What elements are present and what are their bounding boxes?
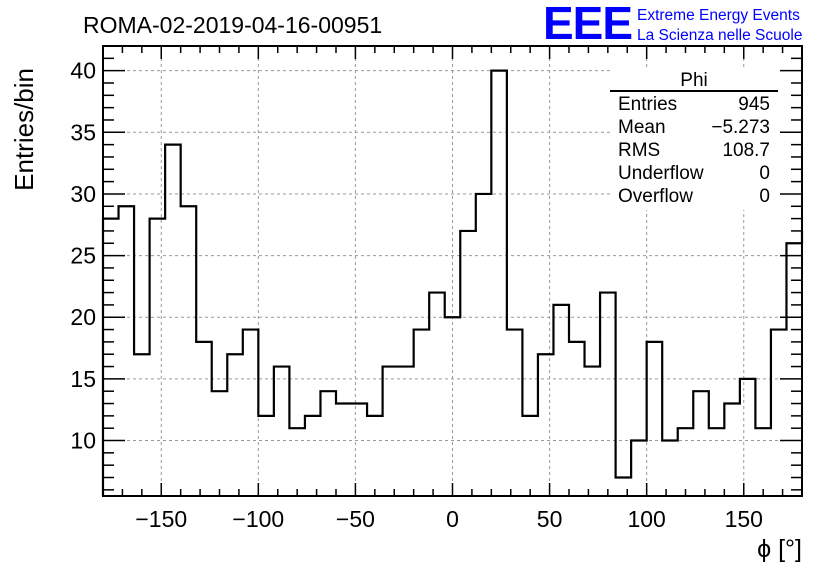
- logo-line-2: La Scienza nelle Scuole: [637, 27, 802, 44]
- y-tick-label: 10: [70, 428, 96, 454]
- x-tick-label: 0: [446, 506, 459, 532]
- stats-value: 108.7: [722, 140, 770, 161]
- stats-label: RMS: [618, 140, 660, 161]
- phi-histogram-line: [101, 69, 804, 496]
- stats-value: 0: [759, 186, 770, 207]
- stats-label: Overflow: [618, 186, 693, 207]
- x-tick-label: 150: [725, 506, 763, 532]
- stats-value: 0: [759, 163, 770, 184]
- logo-line-1: Extreme Energy Events: [637, 7, 800, 24]
- stats-row: Underflow 0: [618, 163, 770, 184]
- chart-title: ROMA-02-2019-04-16-00951: [83, 12, 382, 38]
- stats-label: Mean: [618, 117, 666, 138]
- stats-title: Phi: [680, 70, 707, 91]
- x-tick-label: 50: [537, 506, 563, 532]
- x-tick-label: 100: [627, 506, 665, 532]
- eee-logo: EEE Extreme Energy Events La Scienza nel…: [543, 0, 802, 49]
- y-tick-label: 20: [70, 304, 96, 330]
- stats-row: RMS 108.7: [618, 140, 770, 161]
- y-tick-label: 35: [70, 119, 96, 145]
- stats-row: Overflow 0: [618, 186, 770, 207]
- y-tick-label: 15: [70, 366, 96, 392]
- y-axis-label: Entries/bin: [9, 68, 39, 191]
- stats-label: Entries: [618, 94, 677, 115]
- x-axis-label: ϕ [°]: [757, 535, 802, 563]
- stats-label: Underflow: [618, 163, 704, 184]
- y-tick-label: 40: [70, 58, 96, 84]
- x-tick-label: −50: [336, 506, 375, 532]
- stats-row: Mean −5.273: [618, 117, 770, 138]
- stats-box: Phi Entries 945 Mean −5.273 RMS 108.7 Un…: [610, 70, 778, 210]
- stats-value: −5.273: [711, 117, 770, 138]
- eee-logo-mark: EEE: [543, 0, 632, 49]
- stats-value: 945: [738, 94, 770, 115]
- stats-row: Entries 945: [618, 94, 770, 115]
- y-tick-label: 25: [70, 243, 96, 269]
- axis-ticks: [102, 45, 803, 496]
- x-tick-label: −150: [135, 506, 187, 532]
- axis-tick-labels: −150 −100 −50 0 50 100 150 10 15 20 25 30 35 40: [70, 58, 763, 532]
- x-tick-label: −100: [232, 506, 284, 532]
- y-tick-label: 30: [70, 181, 96, 207]
